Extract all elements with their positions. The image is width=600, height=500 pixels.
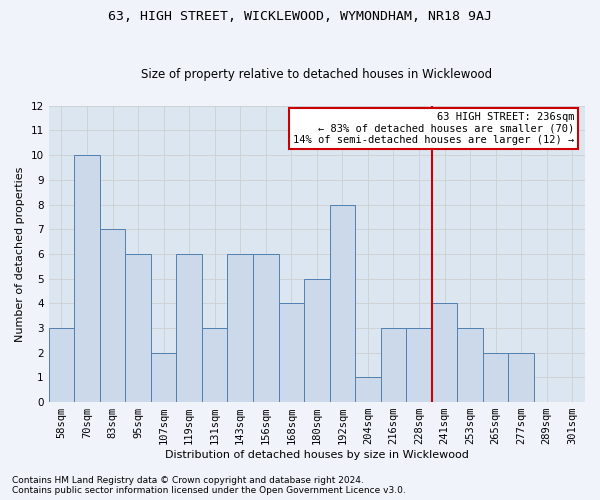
Bar: [329, 204, 355, 402]
Bar: [100, 229, 125, 402]
Bar: [125, 254, 151, 402]
Bar: [432, 304, 457, 402]
Bar: [483, 352, 508, 402]
Bar: [355, 378, 380, 402]
Text: 63, HIGH STREET, WICKLEWOOD, WYMONDHAM, NR18 9AJ: 63, HIGH STREET, WICKLEWOOD, WYMONDHAM, …: [108, 10, 492, 23]
Bar: [151, 352, 176, 402]
Title: Size of property relative to detached houses in Wicklewood: Size of property relative to detached ho…: [141, 68, 493, 81]
Text: 63 HIGH STREET: 236sqm
← 83% of detached houses are smaller (70)
14% of semi-det: 63 HIGH STREET: 236sqm ← 83% of detached…: [293, 112, 574, 145]
Bar: [304, 278, 329, 402]
Bar: [202, 328, 227, 402]
Y-axis label: Number of detached properties: Number of detached properties: [15, 166, 25, 342]
Text: Contains HM Land Registry data © Crown copyright and database right 2024.
Contai: Contains HM Land Registry data © Crown c…: [12, 476, 406, 495]
Bar: [227, 254, 253, 402]
X-axis label: Distribution of detached houses by size in Wicklewood: Distribution of detached houses by size …: [165, 450, 469, 460]
Bar: [457, 328, 483, 402]
Bar: [253, 254, 278, 402]
Bar: [176, 254, 202, 402]
Bar: [380, 328, 406, 402]
Bar: [278, 304, 304, 402]
Bar: [49, 328, 74, 402]
Bar: [508, 352, 534, 402]
Bar: [406, 328, 432, 402]
Bar: [74, 155, 100, 402]
